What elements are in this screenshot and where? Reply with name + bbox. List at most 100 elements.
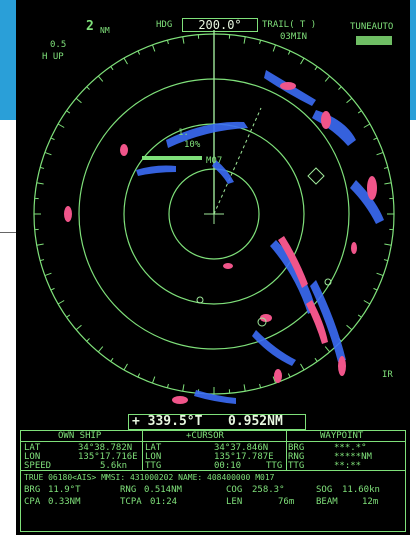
ebl-line — [213, 107, 262, 215]
bearing-tick — [259, 383, 262, 388]
target-sog: 11.60kn — [342, 485, 380, 495]
echo-pink — [367, 176, 377, 200]
bearing-tick — [50, 287, 55, 291]
target-beam-label: BEAM — [316, 497, 338, 507]
bearing-tick — [40, 259, 45, 262]
bearing-tick — [36, 243, 44, 246]
echo-blue — [350, 180, 384, 224]
target-sog-label: SOG — [316, 485, 333, 495]
bearing-tick — [300, 363, 305, 371]
echo-pink — [120, 144, 128, 156]
cursor-lat-label: LAT — [145, 443, 162, 453]
target-tcpa-label: TCPA — [120, 497, 142, 507]
echo-pink — [172, 396, 188, 404]
bearing-tick — [86, 338, 90, 342]
target-rng-label: RNG — [120, 485, 137, 495]
wp-rng-label: RNG — [288, 452, 305, 462]
own-lon-label: LON — [24, 452, 41, 462]
bearing-tick — [272, 44, 277, 52]
bearing-tick — [287, 373, 291, 378]
bearing-tick — [66, 110, 71, 114]
bearing-tick — [110, 357, 114, 362]
cursor-ttg: 00:10 — [214, 461, 242, 471]
echo-pink — [64, 206, 72, 222]
bearing-tick — [363, 300, 371, 305]
bearing-tick — [314, 357, 318, 362]
trail-label[interactable]: TRAIL( T ) — [262, 20, 317, 30]
cursor-lon: 135°17.787E — [214, 452, 274, 462]
own-ship-header: OWN SHIP — [58, 431, 102, 441]
bearing-tick — [151, 376, 156, 384]
bearing-tick — [324, 346, 331, 353]
target-len: 76m — [278, 497, 295, 507]
bearing-tick — [373, 137, 378, 141]
bearing-tick — [384, 182, 392, 185]
bearing-tick — [44, 272, 52, 277]
bearing-tick — [243, 36, 246, 44]
hdg-label: HDG — [156, 20, 173, 30]
bearing-tick — [259, 40, 262, 45]
echo-layer-pink — [64, 82, 377, 404]
target-symbols[interactable] — [196, 167, 332, 327]
bearing-tick — [383, 259, 388, 262]
panel-divider — [142, 430, 143, 470]
wp-ttg-label: TTG — [288, 461, 305, 471]
bearing-tick — [66, 314, 71, 318]
bearing-tick — [123, 363, 128, 371]
echo-blue — [310, 280, 346, 362]
echo-pink — [274, 369, 282, 383]
tune-auto-button[interactable] — [356, 36, 392, 45]
ebl-readout[interactable]: + 339.5°T — [132, 414, 203, 429]
cursor-ttg-label-2: TTG — [266, 461, 283, 471]
bearing-tick — [338, 86, 342, 90]
tracked-target[interactable] — [196, 296, 204, 304]
echo-pink — [223, 263, 233, 269]
bearing-tick — [44, 151, 52, 156]
ir-indicator: IR — [382, 370, 393, 380]
bearing-tick — [166, 383, 169, 388]
bearing-tick — [383, 166, 388, 169]
target-brg-label: BRG — [24, 485, 41, 495]
bearing-tick — [287, 50, 291, 55]
wp-rng: *****NM — [334, 452, 372, 462]
cursor-lon-label: LON — [145, 452, 162, 462]
vrm-readout[interactable]: 0.952NM — [228, 414, 283, 429]
panel-divider — [20, 441, 405, 442]
bearing-tick — [357, 314, 362, 318]
bearing-tick — [346, 324, 353, 331]
bearing-tick — [75, 324, 82, 331]
radar-ppi[interactable] — [16, 0, 410, 535]
bearing-scale-ticks — [34, 34, 394, 394]
ais-target-symbol[interactable] — [307, 167, 325, 185]
target-cog: 258.3° — [252, 485, 285, 495]
bearing-tick — [57, 123, 65, 128]
bearing-tick — [324, 75, 331, 82]
ais-target-line: TRUE 06180<AIS> MMSI: 431000202 NAME: 40… — [24, 473, 275, 482]
target-len-label: LEN — [226, 497, 243, 507]
target-cpa: 0.33NM — [48, 497, 81, 507]
panel-divider — [20, 470, 405, 471]
range-value[interactable]: 2 — [86, 19, 94, 34]
echo-blue — [166, 121, 248, 148]
bearing-tick — [36, 182, 44, 185]
tracked-target[interactable] — [257, 317, 267, 327]
cursor-ttg-label: TTG — [145, 461, 162, 471]
bearing-tick — [357, 110, 362, 114]
echo-pink — [260, 314, 272, 322]
bearing-tick — [363, 123, 371, 128]
range-unit: NM — [100, 26, 110, 35]
target-beam: 12m — [362, 497, 379, 507]
waypoint-header: WAYPOINT — [320, 431, 364, 441]
echo-blue — [194, 390, 236, 404]
vrm-label: 1. — [178, 128, 189, 138]
bearing-tick — [376, 272, 384, 277]
echo-blue — [212, 160, 234, 184]
echo-pink — [321, 111, 331, 129]
bearing-tick — [97, 75, 104, 82]
echo-pink — [280, 82, 296, 90]
wp-brg: ***.*° — [334, 443, 367, 453]
radar-screen[interactable]: 2 NM 0.5 H UP HDG 200.0° TRAIL( T ) 03MI… — [16, 0, 410, 535]
tracked-target[interactable] — [324, 278, 332, 286]
orientation-mode[interactable]: H UP — [42, 52, 64, 62]
target-cpa-label: CPA — [24, 497, 41, 507]
